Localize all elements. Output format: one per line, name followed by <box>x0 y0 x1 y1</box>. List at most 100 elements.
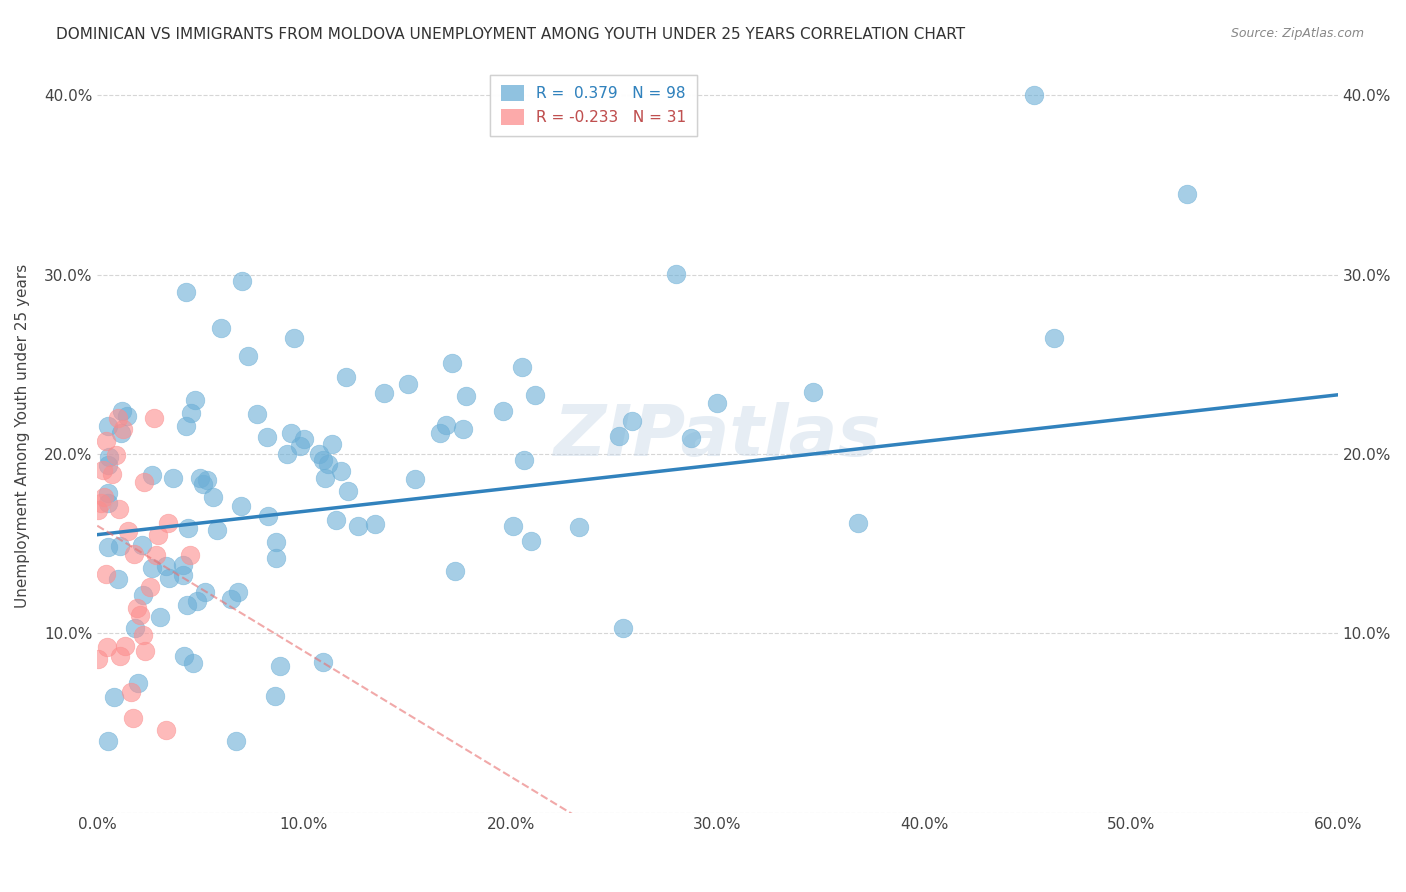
Immigrants from Moldova <box>111 422 134 436</box>
Dominicans <box>568 519 591 533</box>
Dominicans <box>188 471 211 485</box>
Immigrants from Moldova <box>87 652 110 666</box>
Immigrants from Moldova <box>96 566 118 581</box>
Dominicans <box>846 516 869 531</box>
Dominicans <box>110 404 132 418</box>
Dominicans <box>510 359 533 374</box>
Dominicans <box>502 519 524 533</box>
Dominicans <box>97 496 120 510</box>
Dominicans <box>665 267 688 281</box>
Immigrants from Moldova <box>125 600 148 615</box>
Dominicans <box>97 418 120 433</box>
Dominicans <box>98 450 121 464</box>
Dominicans <box>186 594 208 608</box>
Legend: R =  0.379   N = 98, R = -0.233   N = 31: R = 0.379 N = 98, R = -0.233 N = 31 <box>491 75 697 136</box>
Dominicans <box>103 690 125 704</box>
Dominicans <box>325 513 347 527</box>
Dominicans <box>231 274 253 288</box>
Dominicans <box>1175 186 1198 201</box>
Immigrants from Moldova <box>120 685 142 699</box>
Dominicans <box>520 533 543 548</box>
Dominicans <box>316 458 339 472</box>
Dominicans <box>173 648 195 663</box>
Immigrants from Moldova <box>145 548 167 562</box>
Dominicans <box>124 621 146 635</box>
Y-axis label: Unemployment Among Youth under 25 years: Unemployment Among Youth under 25 years <box>15 264 30 608</box>
Immigrants from Moldova <box>134 644 156 658</box>
Immigrants from Moldova <box>93 462 115 476</box>
Immigrants from Moldova <box>90 496 112 510</box>
Dominicans <box>141 560 163 574</box>
Dominicans <box>335 369 357 384</box>
Immigrants from Moldova <box>93 490 115 504</box>
Immigrants from Moldova <box>179 548 201 562</box>
Immigrants from Moldova <box>146 528 169 542</box>
Dominicans <box>706 395 728 409</box>
Dominicans <box>404 473 426 487</box>
Dominicans <box>607 429 630 443</box>
Dominicans <box>443 564 465 578</box>
Dominicans <box>202 491 225 505</box>
Dominicans <box>264 551 287 566</box>
Dominicans <box>228 584 250 599</box>
Dominicans <box>308 446 330 460</box>
Dominicans <box>221 591 243 606</box>
Dominicans <box>246 407 269 421</box>
Immigrants from Moldova <box>114 640 136 654</box>
Dominicans <box>373 386 395 401</box>
Dominicans <box>347 518 370 533</box>
Immigrants from Moldova <box>108 648 131 663</box>
Dominicans <box>238 350 260 364</box>
Dominicans <box>195 473 218 487</box>
Dominicans <box>269 658 291 673</box>
Dominicans <box>231 500 253 514</box>
Dominicans <box>225 734 247 748</box>
Dominicans <box>207 523 229 537</box>
Dominicans <box>523 387 546 401</box>
Dominicans <box>141 467 163 482</box>
Text: ZIPatlas: ZIPatlas <box>554 401 882 471</box>
Dominicans <box>451 422 474 436</box>
Immigrants from Moldova <box>156 516 179 531</box>
Immigrants from Moldova <box>94 434 117 448</box>
Dominicans <box>612 621 634 635</box>
Dominicans <box>288 439 311 453</box>
Dominicans <box>276 447 298 461</box>
Dominicans <box>454 389 477 403</box>
Dominicans <box>194 585 217 599</box>
Dominicans <box>97 458 120 473</box>
Dominicans <box>149 609 172 624</box>
Dominicans <box>97 486 120 500</box>
Dominicans <box>312 453 335 467</box>
Dominicans <box>264 689 287 703</box>
Immigrants from Moldova <box>87 503 110 517</box>
Immigrants from Moldova <box>121 711 143 725</box>
Dominicans <box>110 425 132 440</box>
Dominicans <box>429 426 451 441</box>
Immigrants from Moldova <box>122 548 145 562</box>
Text: DOMINICAN VS IMMIGRANTS FROM MOLDOVA UNEMPLOYMENT AMONG YOUTH UNDER 25 YEARS COR: DOMINICAN VS IMMIGRANTS FROM MOLDOVA UNE… <box>56 27 966 42</box>
Dominicans <box>803 384 825 399</box>
Dominicans <box>162 471 184 485</box>
Dominicans <box>191 477 214 491</box>
Dominicans <box>440 356 463 370</box>
Dominicans <box>180 406 202 420</box>
Dominicans <box>330 464 353 478</box>
Dominicans <box>257 508 280 523</box>
Immigrants from Moldova <box>138 581 160 595</box>
Dominicans <box>155 559 177 574</box>
Dominicans <box>314 471 336 485</box>
Dominicans <box>321 437 343 451</box>
Immigrants from Moldova <box>129 608 152 623</box>
Dominicans <box>283 331 305 345</box>
Dominicans <box>256 430 278 444</box>
Immigrants from Moldova <box>101 467 124 482</box>
Immigrants from Moldova <box>117 524 139 538</box>
Dominicans <box>157 571 180 585</box>
Text: Source: ZipAtlas.com: Source: ZipAtlas.com <box>1230 27 1364 40</box>
Dominicans <box>396 376 419 391</box>
Dominicans <box>117 409 139 423</box>
Dominicans <box>132 588 155 602</box>
Dominicans <box>292 433 315 447</box>
Dominicans <box>280 425 302 440</box>
